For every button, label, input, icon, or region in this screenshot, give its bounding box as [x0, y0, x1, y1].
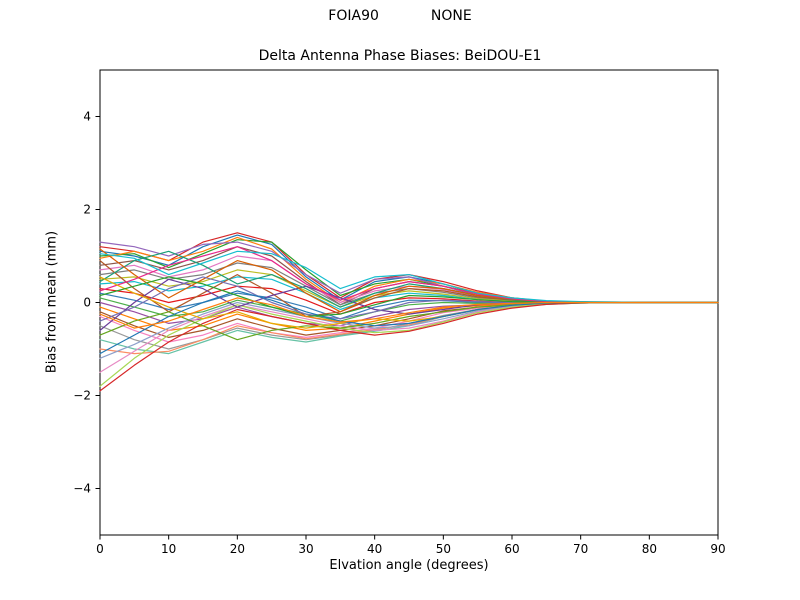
series-line-L01 — [99, 232, 719, 304]
x-tick-label: 10 — [161, 542, 176, 556]
chart-title: Delta Antenna Phase Biases: BeiDOU-E1 — [258, 48, 542, 64]
suptitle-mode-label: NONE — [430, 8, 472, 24]
suptitle-solution-label: FOIA90 — [328, 8, 379, 24]
series-line-L36 — [99, 297, 719, 329]
y-tick-label: −4 — [73, 482, 91, 496]
x-tick-label: 20 — [230, 542, 245, 556]
x-tick-label: 80 — [642, 542, 657, 556]
y-tick-label: 4 — [83, 110, 91, 124]
figure-suptitle: FOIA90 NONE — [0, 8, 800, 24]
y-tick-label: 0 — [83, 296, 91, 310]
x-tick-label: 60 — [504, 542, 519, 556]
x-tick-label: 0 — [96, 542, 104, 556]
x-axis-label: Elvation angle (degrees) — [329, 558, 489, 573]
series-line-L25 — [99, 260, 719, 318]
x-tick-label: 70 — [573, 542, 588, 556]
x-tick-label: 40 — [367, 542, 382, 556]
x-tick-label: 30 — [298, 542, 313, 556]
series-line-L02 — [99, 234, 719, 304]
y-tick-label: −2 — [73, 389, 91, 403]
series-line-L17 — [99, 301, 719, 343]
x-tick-label: 50 — [436, 542, 451, 556]
y-tick-label: 2 — [83, 203, 91, 217]
x-tick-label: 90 — [710, 542, 725, 556]
